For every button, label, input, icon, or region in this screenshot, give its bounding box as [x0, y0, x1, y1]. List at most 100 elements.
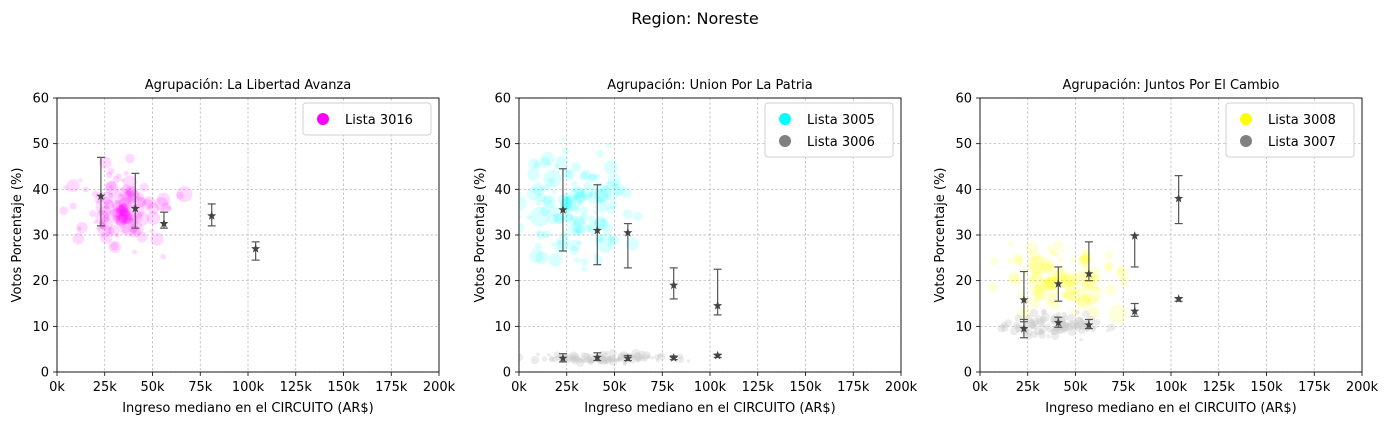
x-tick-label: 125k: [1203, 380, 1236, 395]
scatter-point: [1071, 321, 1080, 330]
mean-star-marker: [592, 225, 602, 235]
panel-title: Agrupación: Union Por La Patria: [607, 78, 813, 93]
scatter-point: [553, 212, 564, 224]
scatter-point: [580, 169, 592, 180]
scatter-point: [1083, 248, 1089, 255]
scatter-point: [100, 219, 106, 224]
scatter-point: [1054, 268, 1068, 282]
x-axis-label: Ingreso mediano en el CIRCUITO (AR$): [1045, 401, 1297, 416]
scatter-point: [564, 194, 581, 211]
scatter-point: [634, 352, 643, 362]
scatter-point: [642, 351, 651, 360]
scatter-point: [593, 252, 600, 259]
scatter-point: [72, 232, 85, 245]
scatter-point: [1051, 327, 1059, 336]
scatter-point: [526, 187, 541, 201]
scatter-point: [573, 196, 578, 201]
scatter-point: [583, 352, 590, 360]
scatter-point: [576, 358, 585, 367]
legend-label: Lista 3006: [807, 135, 875, 150]
scatter-point: [1028, 250, 1040, 262]
scatter-point: [1118, 276, 1130, 287]
scatter-point: [1070, 319, 1074, 324]
scatter-point: [542, 356, 548, 362]
x-tick-label: 150k: [327, 380, 360, 395]
scatter-point: [110, 242, 119, 251]
scatter-point: [1053, 327, 1058, 332]
scatter-point: [1016, 330, 1019, 333]
y-axis-label: Votos Porcentaje (%): [933, 168, 948, 303]
scatter-point: [1048, 280, 1054, 285]
scatter-point: [579, 212, 589, 222]
scatter-point: [594, 234, 603, 243]
scatter-point: [601, 352, 610, 362]
scatter-point: [548, 205, 560, 217]
scatter-point: [1030, 261, 1044, 275]
scatter-point: [593, 256, 604, 266]
x-tick-label: 150k: [1250, 380, 1283, 395]
scatter-point: [1106, 329, 1110, 333]
scatter-point: [593, 217, 606, 230]
scatter-point: [115, 208, 130, 222]
panel-juntos-por-el-cambio: Agrupación: Juntos Por El Cambio Ingreso…: [933, 78, 1379, 416]
scatter-point: [1031, 317, 1040, 326]
scatter-point: [1054, 253, 1060, 258]
scatter-point: [1013, 253, 1024, 264]
scatter-point: [118, 203, 132, 217]
scatter-point: [103, 203, 109, 209]
scatter-point: [1078, 327, 1086, 335]
legend: Lista 3008 Lista 3007: [1225, 102, 1355, 158]
scatter-point: [1056, 325, 1065, 334]
scatter-point: [1029, 298, 1040, 309]
scatter-point: [135, 211, 150, 226]
scatter-point: [564, 196, 574, 206]
scatter-point: [77, 226, 82, 231]
scatter-point: [625, 237, 640, 251]
panel-title: Agrupación: Juntos Por El Cambio: [1063, 78, 1280, 93]
panel-la-libertad-avanza: Agrupación: La Libertad Avanza Ingreso m…: [10, 78, 456, 416]
scatter-point: [107, 167, 115, 175]
scatter-point: [89, 210, 97, 217]
scatter-point: [572, 356, 577, 361]
scatter-point: [98, 216, 113, 231]
scatter-point: [594, 173, 601, 180]
scatter-point: [580, 187, 593, 200]
scatter-point: [123, 170, 129, 176]
scatter-point: [146, 211, 161, 225]
scatter-point: [657, 352, 666, 361]
x-tick-label: 100k: [1155, 380, 1188, 395]
scatter-point: [1087, 282, 1095, 290]
scatter-point: [126, 187, 139, 200]
scatter-point: [125, 214, 132, 221]
scatter-point: [1075, 316, 1084, 326]
scatter-point: [1062, 272, 1077, 286]
scatter-point: [139, 182, 149, 192]
scatter-point: [529, 249, 544, 264]
scatter-point: [618, 356, 622, 361]
scatter-point: [1025, 241, 1038, 254]
x-tick-label: 150k: [789, 380, 822, 395]
x-tick-label: 125k: [280, 380, 313, 395]
scatter-point: [615, 357, 620, 362]
scatter-point: [585, 353, 591, 359]
scatter-point: [519, 222, 525, 234]
scatter-point: [569, 354, 576, 361]
scatter-point: [113, 187, 133, 207]
plot-area: 0k 25k 50k 75k 100k 125k 150k 175k 200k 0 10 20 30 40…: [494, 92, 917, 396]
scatter-point: [1028, 281, 1034, 287]
scatter-point: [128, 222, 134, 228]
scatter-point: [122, 220, 127, 225]
scatter-point: [109, 209, 118, 217]
y-tick-label: 0: [964, 366, 972, 381]
scatter-point: [1045, 262, 1055, 273]
scatter-point: [1046, 328, 1052, 333]
y-tick-label: 30: [955, 229, 972, 244]
scatter-point: [1044, 323, 1051, 330]
scatter-point: [1085, 294, 1098, 307]
scatter-point: [571, 162, 582, 172]
scatter-point: [598, 237, 605, 243]
scatter-point: [1040, 277, 1048, 285]
scatter-point: [1080, 294, 1090, 303]
mean-star-marker: [96, 191, 106, 201]
scatter-point: [548, 356, 555, 363]
